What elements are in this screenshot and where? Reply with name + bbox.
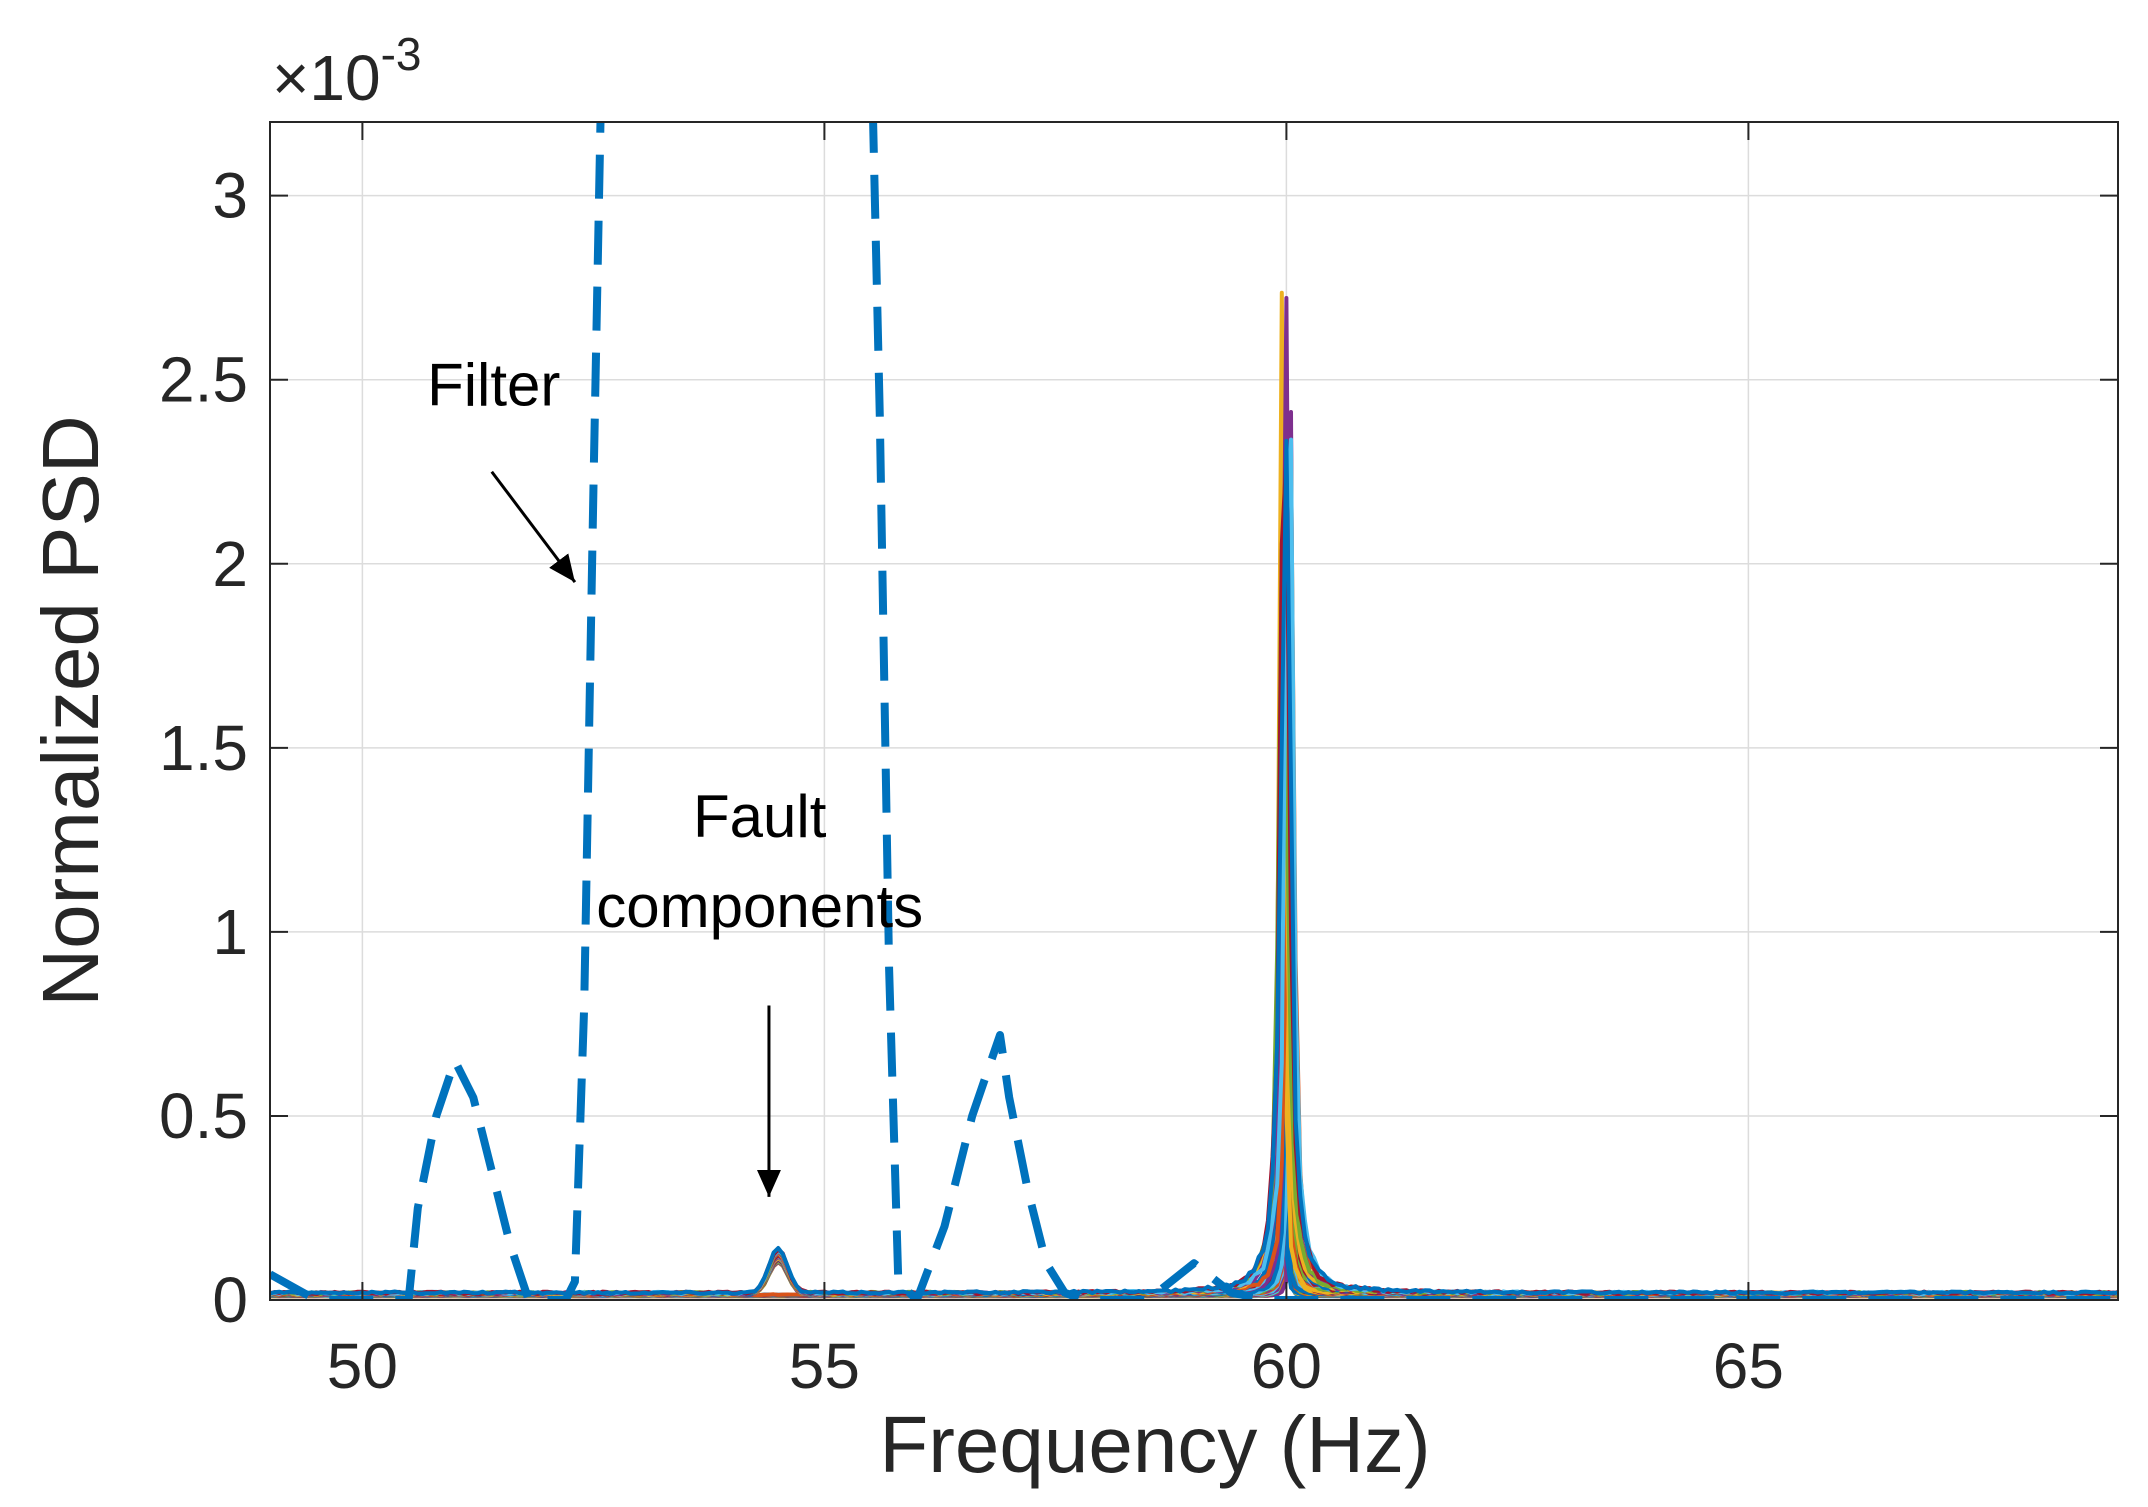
y-tick-label: 1.5 <box>159 712 248 784</box>
filter-series-line <box>270 122 2118 1300</box>
x-tick-label: 55 <box>789 1330 860 1402</box>
psd-series-line <box>270 438 2118 1296</box>
x-tick-label: 60 <box>1251 1330 1322 1402</box>
x-axis-label: Frequency (Hz) <box>879 1400 1430 1489</box>
y-tick-label: 0.5 <box>159 1080 248 1152</box>
filter-annotation-arrow <box>490 470 577 584</box>
plot-frame <box>269 121 2119 1301</box>
plot-area <box>270 122 2118 1300</box>
y-tick-label: 2.5 <box>159 344 248 416</box>
x-tick-label: 65 <box>1713 1330 1784 1402</box>
y-tick-label: 2 <box>212 528 248 600</box>
y-tick-label: 3 <box>212 160 248 232</box>
filter-annotation: Filter <box>427 351 560 418</box>
filter-series-group <box>270 122 2118 1300</box>
x-tick-label: 50 <box>327 1330 398 1402</box>
axis-ticks: 50 55 60 65 0 0.5 1 1.5 2 2.5 3 <box>159 122 2118 1402</box>
annotations: Filter Fault components <box>427 351 923 1197</box>
y-tick-label: 1 <box>212 896 248 968</box>
fault-annotation-line2: components <box>596 873 923 940</box>
y-axis-label: Normalized PSD <box>26 415 115 1006</box>
y-exponent-label: ×10-3 <box>272 28 421 114</box>
fault-annotation-line1: Fault <box>693 783 827 850</box>
y-tick-label: 0 <box>212 1264 248 1336</box>
